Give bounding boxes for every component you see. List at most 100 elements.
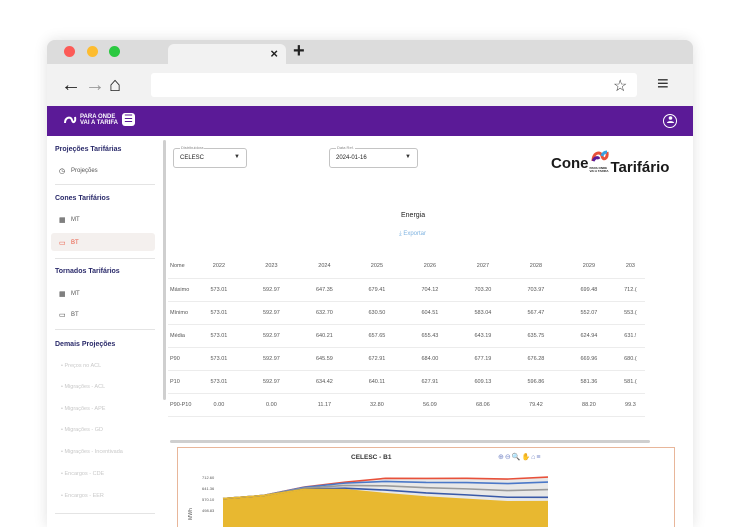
table-cell: 676.28 [509,347,563,371]
export-label: Exportar [403,231,427,237]
forward-arrow-icon[interactable]: → [85,74,105,96]
select-value: 2024-01-16 [336,155,367,161]
table-cell: P10 [168,370,194,394]
browser-menu-icon[interactable]: ≡ [657,73,669,95]
table-cell: 592.97 [244,370,299,394]
sidebar-item-migracoes-incentivada[interactable]: • Migrações - Incentivada [61,449,123,455]
table-cell: 0.00 [244,393,299,417]
column-header: 2024 [298,255,351,279]
table-cell: 643.19 [456,324,510,348]
energy-table-panel: Energia ⤓ Exportar Nome 2022 2023 2024 2… [168,212,678,436]
column-header: 2027 [456,255,510,279]
chevron-down-icon: ▼ [234,154,240,160]
maximize-window-button[interactable] [109,46,120,57]
table-row: Média 573.01 592.97 640.21 657.65 655.43 643.1… [168,324,646,348]
table-cell: 604.51 [403,301,457,325]
sidebar-item-label: Migrações - GD [64,427,103,433]
table-cell: 703.97 [509,278,563,302]
sidebar-item-label: Projeções [71,168,98,174]
close-window-button[interactable] [64,46,75,57]
column-header: 2023 [244,255,299,279]
hamburger-icon[interactable]: ☰ [122,113,135,126]
sidebar-item-label: Preços no ACL [64,363,102,369]
sidebar-item-projecoes[interactable]: ◷ Projeções [59,167,98,175]
area-fill [223,489,548,527]
sidebar-section-title: Projeções Tarifárias [55,146,122,153]
column-header: 2028 [509,255,563,279]
energy-table: Nome 2022 2023 2024 2025 2026 2027 2028 … [168,255,646,417]
sidebar-item-encargos-eer[interactable]: • Encargos - EER [61,493,104,499]
table-icon: ▦ [59,291,66,298]
title-bar: × + [47,40,693,64]
table-row: Mínimo 573.01 592.97 632.70 630.50 604.51 583.… [168,301,646,325]
table-cell: 573.01 [193,347,245,371]
back-arrow-icon[interactable]: ← [61,74,81,96]
distribuidora-select[interactable]: Distribuidora CELESC ▼ [173,145,247,168]
table-row: P90-P10 0.00 0.00 11.17 32.80 56.09 68.06 79.42… [168,393,646,417]
y-tick-label: 570.10 [202,497,215,502]
table-horizontal-scrollbar[interactable] [170,440,650,443]
sidebar-item-migracoes-gd[interactable]: • Migrações - GD [61,427,103,433]
table-cell: 567.47 [509,301,563,325]
close-tab-icon[interactable]: × [270,46,278,61]
sidebar-item-encargos-cde[interactable]: • Encargos - CDE [61,471,105,477]
table-cell: 11.17 [298,393,351,417]
sidebar-item-cones-mt[interactable]: ▦ MT [59,216,80,224]
sidebar-item-label: MT [71,217,80,223]
table-cell: 631.! [615,324,646,348]
y-tick-label: 498.83 [202,508,215,513]
sidebar-item-migracoes-acl[interactable]: • Migrações - ACL [61,384,106,390]
table-cell: 609.13 [456,370,510,394]
sidebar-item-label: BT [71,312,79,318]
series-line-4 [222,488,549,503]
table-cell: 677.19 [456,347,510,371]
chart-toolbar[interactable]: ⊕⊖🔍✋⌂≡ [498,454,542,461]
sidebar-item-migracoes-ape[interactable]: • Migrações - APE [61,406,106,412]
bookmark-star-icon[interactable]: ☆ [613,78,628,95]
y-tick-label: 712.60 [202,475,215,480]
table-cell: 704.12 [403,278,457,302]
logo-line1: PARA ONDE [80,113,116,120]
chart-plot [222,476,549,527]
column-header: Nome [168,255,194,279]
browser-window: × + ← → ⌂ ☆ ≡ PARA ONDE VAI A TARIFA ☰ [47,40,693,527]
sidebar-item-precos-acl[interactable]: • Preços no ACL [61,363,102,369]
date-select[interactable]: Data Ref. 2024-01-16 ▼ [329,145,418,168]
address-bar[interactable] [151,73,637,97]
sidebar: Projeções Tarifárias ◷ Projeções Cones T… [47,136,162,527]
home-icon[interactable]: ⌂ [109,74,122,96]
sidebar-section-title: Tornados Tarifários [55,268,120,275]
table-cell: 630.50 [350,301,404,325]
divider [55,258,155,259]
column-header: 2026 [403,255,457,279]
sidebar-item-label: Encargos - EER [64,493,104,499]
divider [55,513,155,514]
user-account-icon[interactable] [663,114,677,128]
sidebar-item-tornados-bt[interactable]: ▭ BT [59,311,79,319]
table-cell: 699.48 [562,278,616,302]
table-cell: 592.97 [244,301,299,325]
column-header: 2029 [562,255,616,279]
table-cell: 79.42 [509,393,563,417]
app-logo[interactable]: PARA ONDE VAI A TARIFA ☰ [63,113,135,126]
sidebar-item-label: Encargos - CDE [64,471,105,477]
select-label: Data Ref. [336,145,355,150]
logo-swirl-icon: PARA ONDE VAI A TARIFA [590,150,610,176]
sidebar-scrollbar[interactable] [163,140,166,400]
browser-tab[interactable]: × [168,44,286,64]
sidebar-item-tornados-mt[interactable]: ▦ MT [59,290,80,298]
table-row: Máximo 573.01 592.97 647.35 679.41 704.12 703.… [168,278,646,302]
sidebar-active-highlight [51,233,155,251]
sidebar-item-cones-bt[interactable]: ▭ BT [59,239,79,247]
divider [55,184,155,185]
calendar-icon: ▭ [59,240,66,247]
table-cell: 596.86 [509,370,563,394]
minimize-window-button[interactable] [87,46,98,57]
chart-title: CELESC - B1 [351,454,392,461]
column-header: 2022 [193,255,245,279]
table-cell: P90-P10 [168,393,194,417]
logo-small-text: PARA ONDE VAI A TARIFA [589,166,609,173]
export-button[interactable]: ⤓ Exportar [399,231,426,238]
table-cell: P90 [168,347,194,371]
new-tab-button[interactable]: + [293,40,305,62]
